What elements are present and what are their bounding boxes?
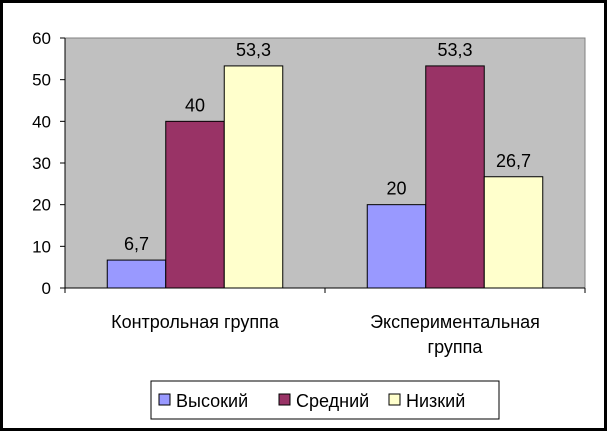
- data-label: 53,3: [437, 40, 472, 60]
- data-label: 40: [185, 95, 205, 115]
- bar-3-1: [223, 65, 284, 289]
- y-tick-label: 60: [32, 29, 51, 48]
- data-label: 26,7: [496, 151, 531, 171]
- legend-swatch: [158, 393, 171, 406]
- bar-1-2: [366, 204, 427, 289]
- y-tick-label: 50: [32, 71, 51, 90]
- data-label: 6,7: [124, 234, 149, 254]
- y-tick-label: 30: [32, 154, 51, 173]
- legend-label: Низкий: [406, 391, 465, 411]
- x-category-label: группа: [428, 337, 484, 357]
- legend-swatch: [388, 393, 401, 406]
- legend-swatch: [278, 393, 291, 406]
- bar-1-1: [106, 259, 167, 289]
- y-tick-label: 40: [32, 112, 51, 131]
- legend: [150, 380, 500, 420]
- x-category-label: Экспериментальная: [370, 312, 540, 332]
- legend-label: Высокий: [176, 391, 248, 411]
- y-tick-label: 10: [32, 237, 51, 256]
- x-category-label: Контрольная группа: [111, 312, 280, 332]
- bar-3-2: [483, 176, 544, 289]
- y-tick-label: 0: [42, 279, 51, 298]
- bar-2-2: [425, 65, 485, 289]
- bar-chart: 0 10 20 30 40 50 60 6,7 40 53,3 Контрольная группа…: [32, 29, 586, 420]
- bar-2-1: [165, 120, 225, 289]
- y-tick-label: 20: [32, 196, 51, 215]
- data-label: 53,3: [236, 40, 271, 60]
- legend-label: Средний: [296, 391, 369, 411]
- data-label: 20: [386, 179, 406, 199]
